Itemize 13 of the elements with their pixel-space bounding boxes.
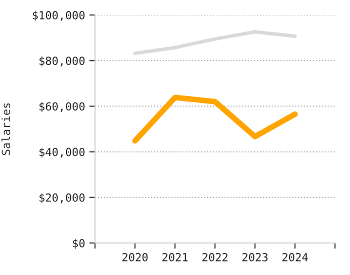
x-tick-label: 2022 [202,252,228,262]
x-tick-label: 2021 [162,252,188,262]
line-series [133,30,297,56]
y-axis-title: Salaries [2,103,10,156]
y-tick-label: $60,000 [39,102,85,112]
y-tick-label: $100,000 [32,10,85,21]
y-tick-label: $80,000 [39,56,85,66]
y-tick-label: $20,000 [39,193,85,204]
y-tick-label: $40,000 [39,148,85,158]
y-tick-label: $0 [72,238,85,249]
x-tick-label: 2023 [242,252,268,262]
x-tick-label: 2020 [122,252,148,262]
x-tick-label: 2024 [282,252,308,262]
